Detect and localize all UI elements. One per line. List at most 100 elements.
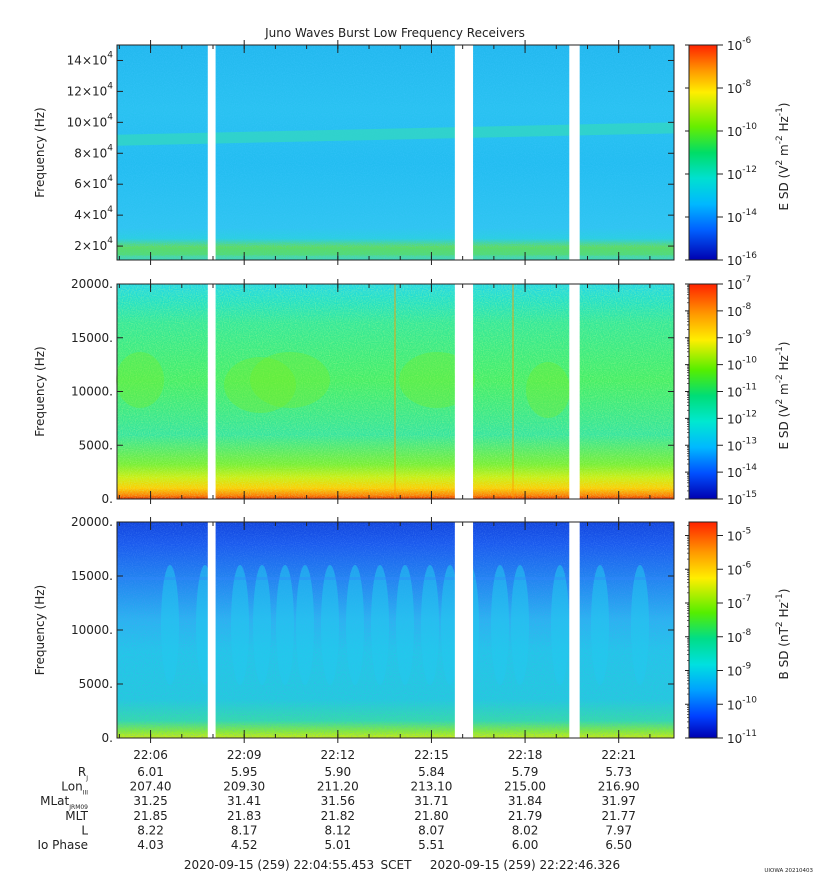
x-tick-label: 22:21 (601, 748, 636, 762)
ephemeris-value: 216.90 (598, 780, 640, 794)
chorus-element (491, 565, 509, 685)
y-tick-base: 15000. (71, 569, 113, 583)
colorbar-tick-base: 10 (727, 698, 742, 712)
y-tick-exponent: 4 (107, 174, 113, 184)
colorbar-tick-exponent: -12 (742, 409, 757, 419)
colorbar-label-part: Hz (777, 116, 791, 135)
ephemeris-label-text: MLat (40, 794, 69, 808)
colorbar-tick-exponent: -12 (742, 165, 757, 175)
y-axis-label: Frequency (Hz) (33, 346, 47, 437)
colorbar-tick-base: 10 (727, 732, 742, 746)
colorbar-tick-label: 10-8 (727, 79, 752, 96)
colorbar-top (688, 44, 718, 261)
y-tick-label: 4×104 (74, 205, 113, 222)
colorbar-tick-base: 10 (727, 125, 742, 139)
panels: 2×1044×1046×1048×10410×10412×10414×104Fr… (33, 36, 791, 746)
colorbar-label: E SD (V2 m-2 Hz-1) (775, 341, 791, 449)
y-tick-base: 14×10 (67, 53, 108, 67)
colorbar-tick-label: 10-9 (727, 329, 752, 346)
ephemeris-value: 213.10 (410, 780, 452, 794)
colorbar-tick-base: 10 (727, 439, 742, 453)
colorbar-tick-base: 10 (727, 254, 742, 268)
colorbar-label-part: 2 (775, 399, 785, 405)
y-tick-label: 6×104 (74, 174, 113, 191)
ephemeris-value: 7.97 (605, 823, 632, 837)
data-gap (207, 521, 216, 739)
colorbar-tick-exponent: -5 (742, 527, 751, 537)
colorbar-tick-base: 10 (727, 493, 742, 507)
colorbar-tick-exponent: -11 (742, 729, 757, 739)
ephemeris-label-subscript: III (83, 790, 89, 797)
ephemeris-label-text: L (81, 823, 88, 837)
ephemeris-label-subscript: JRM09 (68, 804, 88, 811)
chorus-element (296, 565, 314, 685)
colorbar-label-part: B SD (nT (777, 626, 791, 679)
colorbar-middle (688, 283, 718, 500)
colorbar-tick-label: 10-10 (727, 695, 757, 712)
colorbar-tick-exponent: -6 (742, 36, 751, 46)
y-tick-label: 0. (102, 492, 113, 506)
colorbar-tick-exponent: -16 (742, 251, 757, 261)
colorbar-label-part: -2 (775, 135, 785, 144)
ephemeris-label-text: Io Phase (37, 838, 88, 852)
y-tick-label: 10000. (71, 623, 113, 637)
ephemeris-value: 6.50 (605, 838, 632, 852)
emission-blob (116, 352, 164, 408)
colorbar-label-part: E SD (V (777, 404, 791, 450)
y-tick-base: 10000. (71, 623, 113, 637)
y-tick-label: 12×104 (67, 81, 114, 98)
colorbar-label-part: -1 (775, 593, 785, 602)
ephemeris-value: 5.79 (512, 765, 539, 779)
ephemeris-row-label: Io Phase (37, 838, 88, 852)
low-frequency-band (117, 247, 674, 256)
colorbar-label-part: 2 (775, 160, 785, 166)
colorbar-label: E SD (V2 m-2 Hz-1) (775, 102, 791, 210)
colorbar-tick-label: 10-14 (727, 463, 757, 480)
colorbar-tick-exponent: -14 (742, 208, 757, 218)
data-gap (569, 44, 580, 261)
y-tick-base: 2×10 (74, 239, 107, 253)
colorbar-label-part: Hz (777, 355, 791, 374)
data-gap (454, 44, 474, 261)
ephemeris-value: 21.77 (602, 809, 636, 823)
ephemeris-value: 5.73 (605, 765, 632, 779)
y-tick-base: 5000. (79, 677, 113, 691)
y-tick-label: 20000. (71, 277, 113, 291)
ephemeris-value: 21.80 (414, 809, 448, 823)
ephemeris-value: 4.03 (137, 838, 164, 852)
colorbar-tick-exponent: -11 (742, 383, 757, 393)
colorbar-tick-exponent: -8 (742, 79, 751, 89)
panel-bottom: 0. 5000. 10000. 15000. 20000. Frequency (Hz) 1… (33, 515, 791, 746)
colorbar-tick-exponent: -10 (742, 356, 757, 366)
colorbar-label-part: 2 (775, 621, 785, 627)
colorbar-tick-label: 10-9 (727, 662, 752, 679)
y-tick-label: 8×104 (74, 143, 113, 160)
ephemeris-value: 207.40 (130, 780, 172, 794)
colorbar-label: B SD (nT2 Hz-1) (775, 589, 791, 680)
x-tick-label: 22:06 (133, 748, 168, 762)
ephemeris-label-subscript: J (85, 775, 88, 782)
ephemeris-value: 5.95 (231, 765, 258, 779)
y-tick-base: 0. (102, 731, 113, 745)
colorbar-tick-label: 10-7 (727, 275, 751, 292)
colorbar-tick-exponent: -15 (742, 490, 757, 500)
y-tick-base: 10000. (71, 385, 113, 399)
data-gap (207, 283, 216, 500)
colorbar-tick-exponent: -9 (742, 662, 751, 672)
ephemeris-row-label: RJ (78, 765, 88, 782)
colorbar-tick-base: 10 (727, 665, 742, 679)
y-axis-label: Frequency (Hz) (33, 107, 47, 198)
ephemeris-value: 21.85 (133, 809, 167, 823)
ephemeris-value: 31.84 (508, 794, 542, 808)
colorbar-tick-exponent: -8 (742, 302, 751, 312)
chorus-element (511, 565, 529, 685)
chart-title: Juno Waves Burst Low Frequency Receivers (264, 26, 525, 40)
ephemeris-row-label: L (81, 823, 88, 837)
x-tick-label: 22:09 (227, 748, 262, 762)
panel-middle: 0. 5000. 10000. 15000. 20000. Frequency (Hz) 1… (33, 275, 791, 507)
ephemeris-label-text: Lon (61, 780, 82, 794)
data-gap (207, 44, 216, 261)
y-tick-exponent: 4 (107, 236, 113, 246)
x-tick-label: 22:18 (508, 748, 543, 762)
colorbar-tick-label: 10-8 (727, 628, 752, 645)
